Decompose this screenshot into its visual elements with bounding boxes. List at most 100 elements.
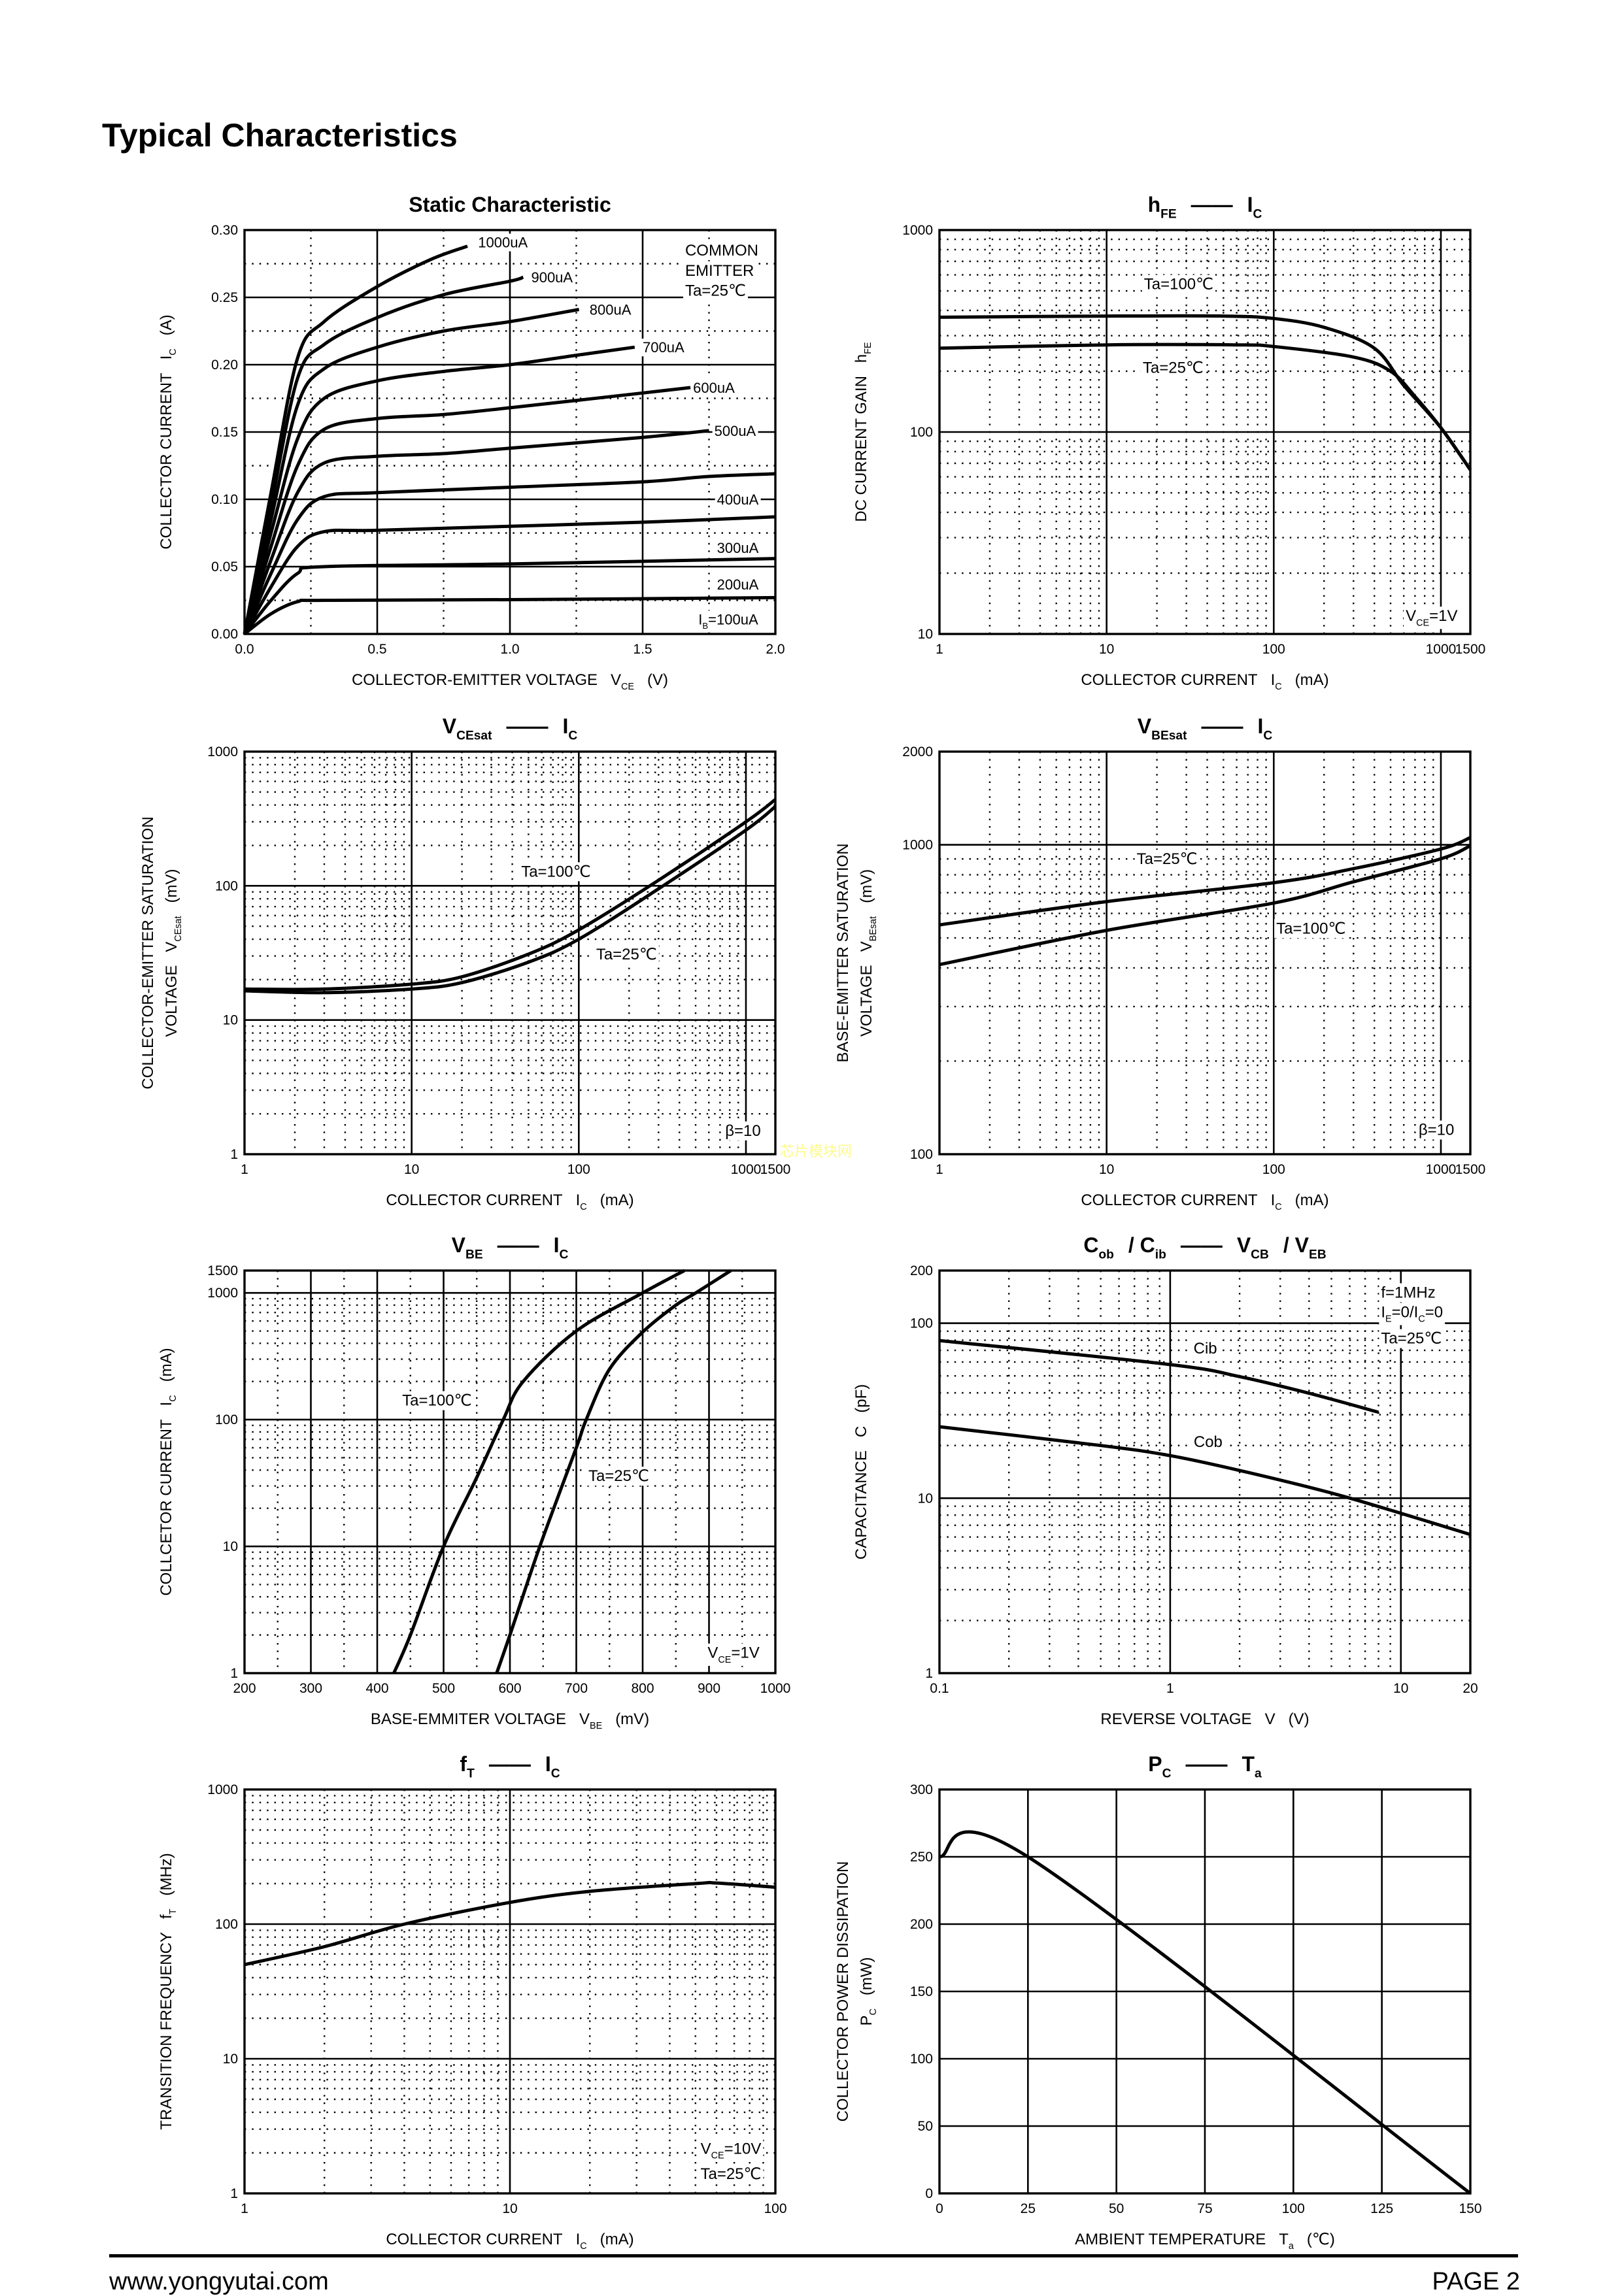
annotation-background: [705, 1643, 762, 1666]
x-tick-label: 200: [233, 1681, 256, 1696]
chart-title: VCEsat —— IC: [443, 714, 578, 743]
series-label: 600uA: [691, 379, 737, 397]
annotation-text: β=10: [725, 1122, 761, 1140]
annotation-text: COMMON: [685, 242, 758, 259]
x-tick-label: 0.1: [930, 1681, 949, 1696]
y-axis-label: DC CURRENT GAIN hFE: [853, 342, 873, 522]
watermark: 芯片模块网: [780, 1143, 853, 1159]
chart-title-part: V: [452, 1233, 466, 1257]
y-tick-label: 0.25: [211, 290, 238, 305]
annotation-background: [723, 1121, 763, 1140]
x-tick-label: 10: [1099, 642, 1114, 657]
series-line-0: [939, 1339, 1379, 1414]
x-axis-label-subscript: C: [1275, 1202, 1281, 1212]
annotation-text: EMITTER: [685, 262, 754, 280]
page-title: Typical Characteristics: [102, 117, 458, 154]
y-tick-label: 10: [918, 1491, 933, 1506]
y-tick-label: 10: [223, 1013, 238, 1028]
x-axis-label-part: (V): [1289, 1710, 1309, 1728]
annotation-text-part: Cob: [1194, 1433, 1223, 1451]
chart-title-part: ——: [1191, 193, 1233, 216]
annotation-text-part: Ta=25℃: [1381, 1330, 1442, 1348]
x-axis-label-part: V: [611, 671, 621, 689]
x-tick-label: 10: [1099, 1162, 1114, 1177]
x-axis-label-part: COLLECTOR CURRENT: [1081, 1191, 1258, 1209]
annotation-background: [683, 241, 760, 260]
series-line-1: [939, 342, 1472, 471]
chart-title-part: Static Characteristic: [409, 193, 611, 216]
annotation: Ta=25℃: [586, 1467, 651, 1486]
y-tick-label: 100: [910, 2052, 933, 2067]
plot-frame: [243, 1788, 777, 2195]
plot-frame: [243, 750, 777, 1156]
chart-title: Static Characteristic: [409, 193, 611, 216]
y-axis-label: COLLCETOR CURRENT IC (mA): [158, 1348, 178, 1595]
y-axis-label: VOLTAGE VCEsat (mV): [163, 869, 184, 1037]
chart-title-subscript: C: [1162, 1767, 1172, 1781]
annotation: IE=0/IC=0: [1379, 1303, 1445, 1325]
annotation-background: [696, 610, 760, 631]
gridlines: [245, 1789, 775, 2193]
series-label-text: 700uA: [643, 339, 684, 356]
chart-title-part: C: [1083, 1233, 1098, 1257]
x-axis-label-part: (mA): [1295, 671, 1329, 689]
series-label-text: 400uA: [717, 491, 759, 508]
x-axis-label-part: V: [579, 1710, 590, 1728]
x-axis-label-part: AMBIENT TEMPERATURE: [1075, 2231, 1266, 2248]
x-axis-label-subscript: C: [580, 1202, 586, 1212]
chart-title-subscript: FE: [1160, 208, 1177, 222]
y-axis-label-subscript: FE: [863, 342, 873, 354]
annotation: Cob: [1191, 1433, 1225, 1452]
chart-title-subscript: CB: [1251, 1248, 1269, 1262]
series-line-6: [243, 345, 635, 635]
y-axis-label: VOLTAGE VBEsat (mV): [858, 869, 879, 1037]
annotation-text: VCE=10V: [701, 2140, 762, 2161]
y-axis-label-part: V: [858, 941, 875, 952]
chart-title-subscript: CEsat: [456, 729, 492, 743]
annotation-background: [698, 2139, 764, 2162]
y-tick-label: 2000: [902, 744, 933, 759]
series-label-text-subscript: B: [702, 621, 708, 631]
x-axis-label-subscript: BE: [590, 1721, 602, 1731]
annotation: VCE=1V: [1404, 607, 1460, 629]
y-axis-label-part: I: [158, 356, 175, 360]
x-tick-label: 1000: [1426, 642, 1457, 657]
annotation-background: [594, 944, 659, 964]
annotation: COMMON: [683, 241, 760, 260]
annotation-text-part: Cib: [1194, 1340, 1217, 1357]
series-line-4: [243, 429, 709, 635]
annotation-text-part: I: [1381, 1303, 1385, 1321]
series-label-text-part: 600uA: [693, 380, 735, 396]
y-tick-label: 10: [223, 2052, 238, 2067]
annotation-background: [712, 422, 758, 440]
annotation-background: [1134, 850, 1200, 869]
x-tick-label: 10: [1393, 1681, 1408, 1696]
y-tick-label: 1000: [207, 744, 238, 759]
x-tick-label: 1: [936, 642, 943, 657]
annotation-text-part: β=10: [1419, 1122, 1455, 1139]
annotation-text-part: Ta=25℃: [685, 282, 746, 300]
x-tick-label: 20: [1462, 1681, 1478, 1696]
annotation-text-part: Ta=100℃: [402, 1392, 471, 1410]
annotation-text: VCE=1V: [1406, 607, 1457, 628]
x-tick-label: 10: [502, 2201, 517, 2216]
chart-title-part: ——: [498, 1233, 539, 1257]
y-tick-label: 0.05: [211, 559, 238, 574]
annotation: Ta=25℃: [698, 2164, 764, 2184]
annotation: f=1MHz: [1379, 1283, 1438, 1303]
chart-title-subscript: C: [1263, 729, 1272, 743]
y-axis-label-subscript: BEsat: [868, 916, 879, 941]
footer-url[interactable]: www.yongyutai.com: [109, 2268, 329, 2295]
y-axis-label-part: (mV): [163, 869, 180, 903]
x-axis-label: REVERSE VOLTAGE V (V): [1100, 1710, 1309, 1728]
annotation-background: [1379, 1329, 1444, 1348]
plot-frame: [243, 229, 777, 635]
series-label-text-part: 700uA: [643, 339, 684, 356]
annotation-background: [586, 1467, 651, 1486]
x-tick-label: 100: [1262, 1162, 1285, 1177]
x-tick-label: 900: [698, 1681, 720, 1696]
chart-title-part: f: [460, 1752, 467, 1776]
chart-static-characteristic: 0.0 0.5 1.0 1.5 2.0 0.00 0.05 0.10 0.15 0.20 0.25 0…: [158, 193, 785, 692]
annotation-text: IE=0/IC=0: [1381, 1303, 1443, 1324]
